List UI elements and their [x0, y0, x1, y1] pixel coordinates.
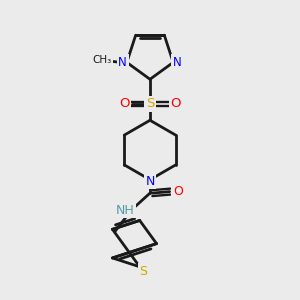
Text: NH: NH [116, 203, 135, 217]
Text: O: O [173, 185, 183, 198]
Text: CH₃: CH₃ [92, 55, 111, 65]
Text: O: O [171, 98, 181, 110]
Text: S: S [139, 265, 147, 278]
Text: N: N [118, 56, 127, 69]
Text: N: N [145, 175, 155, 188]
Text: S: S [146, 98, 154, 110]
Text: O: O [119, 98, 129, 110]
Text: N: N [173, 56, 182, 69]
